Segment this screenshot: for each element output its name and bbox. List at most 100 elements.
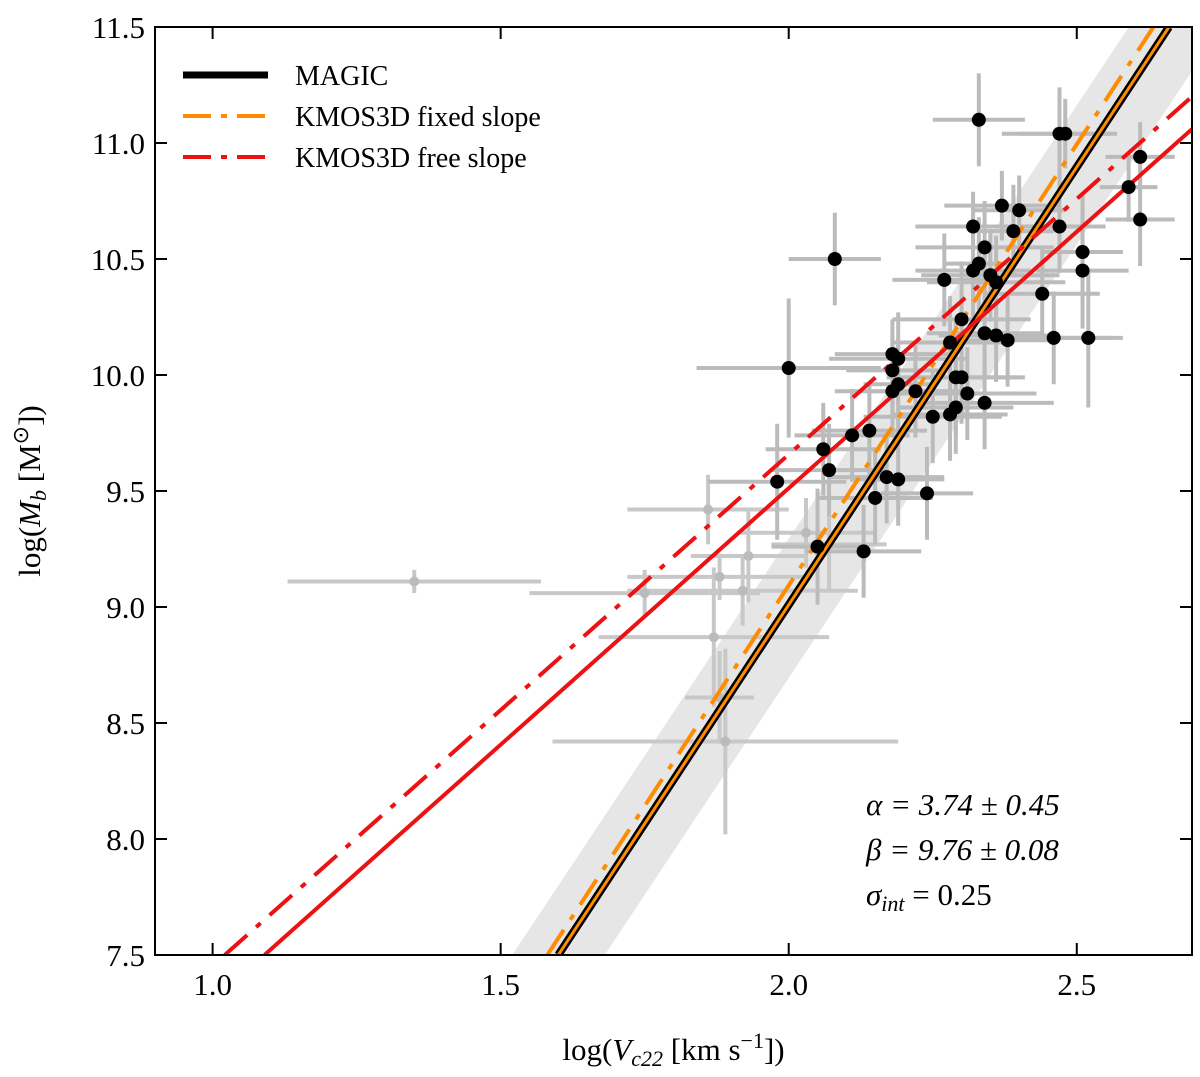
x-axis-label-part: log(: [562, 1032, 612, 1067]
confidence-band: [512, 27, 1192, 955]
legend-label: KMOS3D fixed slope: [295, 102, 541, 133]
y-tick-label: 9.5: [106, 474, 145, 509]
data-point: [977, 240, 992, 255]
y-tick-label: 10.0: [91, 358, 145, 393]
legend-label: KMOS3D free slope: [295, 143, 527, 174]
y-axis-label-part: ⊙: [8, 426, 33, 444]
data-point: [1075, 245, 1090, 260]
data-point: [720, 736, 731, 747]
data-point: [714, 571, 725, 582]
data-point: [1006, 224, 1021, 239]
y-tick-label: 8.5: [106, 706, 145, 741]
x-axis-label-part: c22: [631, 1046, 663, 1071]
data-point: [816, 442, 831, 457]
y-tick-label: 8.0: [106, 822, 145, 857]
x-tick-label: 1.5: [481, 967, 520, 1002]
fit-line: [223, 95, 1192, 955]
data-point: [1046, 330, 1061, 345]
data-point: [639, 588, 650, 599]
x-tick-label: 2.5: [1057, 967, 1096, 1002]
data-point: [960, 386, 975, 401]
data-point: [948, 400, 963, 415]
annotation: β = 9.76 ± 0.08: [865, 832, 1059, 867]
data-point: [1081, 330, 1096, 345]
data-point: [1052, 219, 1067, 234]
data-point: [989, 328, 1004, 343]
annotation: σint = 0.25: [866, 877, 992, 916]
data-point: [966, 219, 981, 234]
data-point: [827, 252, 842, 266]
annotation-part: = 0.25: [905, 877, 992, 912]
data-point: [1133, 212, 1148, 227]
annotation-part: α = 3.74 ± 0.45: [866, 787, 1060, 822]
fit-line: [263, 127, 1192, 955]
data-point: [971, 256, 986, 271]
data-point: [891, 351, 906, 366]
plot-area: [223, 27, 1192, 955]
data-point: [1133, 149, 1148, 164]
fit-line-inner: [557, 27, 1171, 955]
data-point: [810, 539, 825, 554]
x-axis-label-part: V: [612, 1032, 634, 1067]
data-point: [845, 428, 860, 443]
data-point: [885, 384, 900, 399]
data-point: [743, 550, 754, 561]
data-point: [770, 474, 785, 489]
data-point: [409, 576, 420, 587]
data-point: [891, 472, 906, 487]
data-point: [994, 198, 1009, 213]
data-point: [781, 361, 796, 376]
data-point: [971, 112, 986, 127]
x-tick-label: 2.0: [769, 967, 808, 1002]
legend-label: MAGIC: [295, 61, 388, 92]
data-point: [1012, 203, 1027, 218]
data-point: [862, 423, 877, 438]
annotation-part: int: [881, 891, 905, 916]
y-axis-label-part: M: [12, 499, 47, 528]
data-point: [885, 363, 900, 378]
x-axis-label-part: −1: [741, 1028, 764, 1053]
annotation-part: σ: [866, 877, 883, 912]
y-axis-label-part: [M: [12, 444, 47, 490]
data-point: [989, 275, 1004, 290]
data-point: [954, 312, 969, 327]
x-axis-label-part: [km s: [663, 1032, 741, 1067]
y-axis-label-part: ]): [12, 405, 47, 426]
data-point: [822, 463, 837, 478]
annotation-part: β = 9.76 ± 0.08: [865, 832, 1059, 867]
y-axis-label-part: log(: [12, 527, 47, 577]
data-point: [1035, 286, 1050, 301]
data-point: [937, 272, 952, 287]
data-point: [908, 384, 923, 399]
data-point: [1075, 263, 1090, 278]
data-point: [943, 335, 958, 350]
x-axis-label: log(Vc22 [km s−1]): [562, 1028, 784, 1071]
y-tick-label: 10.5: [91, 242, 145, 277]
data-point: [801, 527, 812, 538]
x-tick-label: 1.0: [193, 967, 232, 1002]
data-point: [703, 504, 714, 515]
data-point: [868, 490, 883, 505]
data-point: [977, 395, 992, 410]
y-tick-label: 9.0: [106, 590, 145, 625]
data-point: [708, 632, 719, 643]
data-point: [879, 470, 894, 485]
annotation: α = 3.74 ± 0.45: [866, 787, 1060, 822]
data-point: [1121, 180, 1136, 195]
data-point: [919, 486, 934, 501]
data-point: [925, 409, 940, 424]
data-point: [1000, 333, 1015, 348]
y-axis-label: log(Mb [M⊙]): [8, 405, 51, 577]
y-tick-label: 7.5: [106, 938, 145, 973]
data-point: [954, 370, 969, 385]
data-point: [977, 326, 992, 341]
data-point: [1058, 126, 1073, 141]
y-tick-label: 11.5: [92, 10, 145, 45]
y-axis-label-part: b: [26, 490, 51, 501]
y-tick-label: 11.0: [92, 126, 145, 161]
data-point: [856, 544, 871, 559]
x-axis-label-part: ]): [764, 1032, 785, 1067]
fit-line: [545, 27, 1156, 955]
data-point: [737, 585, 748, 596]
